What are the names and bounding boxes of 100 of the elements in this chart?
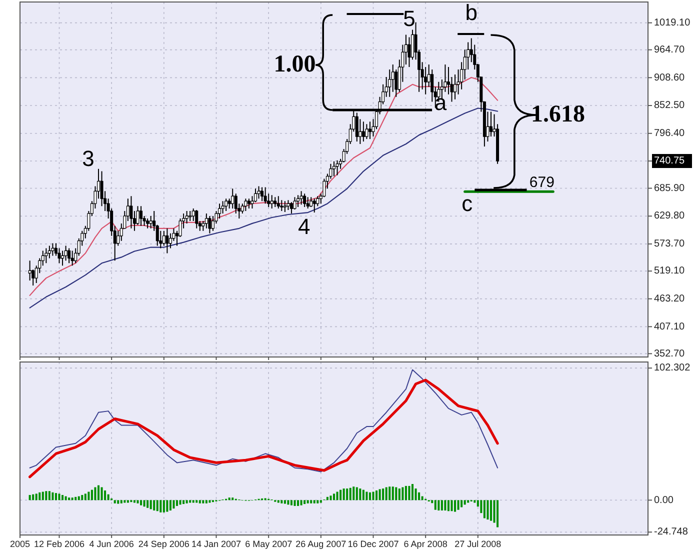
x-tick-label: 12 Feb 2006 bbox=[34, 539, 85, 549]
bar bbox=[42, 492, 44, 500]
bar bbox=[146, 500, 149, 508]
bar bbox=[232, 498, 234, 500]
bar bbox=[280, 500, 283, 504]
bar bbox=[330, 496, 332, 500]
bar bbox=[68, 498, 70, 500]
candlestick bbox=[224, 198, 228, 212]
candlestick bbox=[336, 160, 339, 176]
bar bbox=[467, 500, 470, 503]
bar bbox=[176, 500, 178, 506]
y-tick-label: 629.80 bbox=[654, 210, 686, 222]
candlestick bbox=[312, 198, 316, 214]
candlestick bbox=[454, 74, 457, 100]
bar bbox=[78, 496, 80, 500]
candlestick bbox=[408, 36, 411, 68]
bar bbox=[388, 486, 391, 500]
annotation: 1.618 bbox=[531, 102, 586, 128]
bar bbox=[35, 494, 38, 500]
bar bbox=[342, 488, 345, 500]
x-tick-label: 6 Apr 2008 bbox=[404, 539, 448, 549]
bar bbox=[140, 500, 142, 506]
candlestick bbox=[244, 198, 248, 212]
candlestick bbox=[296, 194, 300, 208]
candlestick bbox=[68, 248, 71, 264]
bar bbox=[297, 500, 300, 506]
bar bbox=[332, 494, 336, 500]
x-tick-label: 2005 bbox=[10, 539, 30, 549]
candlestick bbox=[358, 118, 362, 144]
candlestick bbox=[58, 248, 61, 264]
candlestick bbox=[166, 228, 169, 254]
bar bbox=[450, 500, 453, 512]
bar bbox=[192, 500, 194, 503]
y-tick-label: 463.20 bbox=[654, 293, 686, 304]
bar bbox=[434, 500, 436, 510]
bar bbox=[392, 486, 394, 500]
bar bbox=[156, 500, 158, 512]
candlestick bbox=[290, 202, 293, 214]
bar bbox=[133, 500, 136, 503]
bar bbox=[486, 500, 489, 520]
bar bbox=[457, 500, 460, 510]
line-series bbox=[29, 76, 498, 296]
y-tick-label: 1019.10 bbox=[654, 17, 691, 28]
bar bbox=[336, 492, 338, 500]
bar bbox=[382, 488, 384, 500]
y-tick-label: 0.00 bbox=[654, 494, 674, 506]
y-tick-label: -24.748 bbox=[654, 526, 688, 538]
candlestick bbox=[162, 230, 166, 246]
bar bbox=[376, 490, 378, 500]
bar bbox=[313, 500, 316, 504]
candlestick bbox=[303, 193, 306, 208]
candlestick bbox=[204, 213, 208, 229]
bar bbox=[28, 494, 31, 500]
bar bbox=[395, 487, 398, 500]
bar bbox=[189, 500, 192, 503]
bar bbox=[136, 500, 139, 504]
candlestick bbox=[306, 196, 310, 210]
bar bbox=[45, 491, 48, 500]
candlestick bbox=[362, 121, 365, 142]
bar bbox=[124, 500, 126, 503]
candlestick bbox=[149, 215, 152, 229]
bar bbox=[107, 494, 110, 500]
candlestick bbox=[130, 196, 133, 229]
bar bbox=[496, 500, 499, 528]
bar bbox=[54, 493, 57, 500]
bar bbox=[48, 491, 50, 500]
x-tick-label: 16 Dec 2007 bbox=[348, 539, 399, 549]
y-tick-label: 852.50 bbox=[654, 100, 686, 112]
candlestick bbox=[283, 200, 286, 213]
bar bbox=[182, 500, 185, 504]
bar bbox=[349, 488, 352, 500]
annotation: 1.00 bbox=[274, 52, 316, 78]
candlestick bbox=[192, 208, 195, 222]
candlestick bbox=[280, 200, 284, 212]
bar bbox=[444, 500, 446, 510]
candlestick bbox=[64, 245, 68, 262]
bar bbox=[378, 489, 381, 500]
x-tick-label: 26 Aug 2007 bbox=[296, 539, 346, 549]
candlestick bbox=[332, 160, 336, 177]
candlestick bbox=[228, 198, 231, 210]
candlestick bbox=[231, 188, 234, 210]
bar bbox=[32, 494, 34, 500]
candlestick bbox=[247, 198, 250, 210]
bar bbox=[490, 500, 492, 521]
candlestick bbox=[100, 170, 104, 207]
y-tick-label: 573.70 bbox=[654, 238, 686, 250]
candlestick bbox=[300, 190, 303, 206]
bar bbox=[202, 500, 204, 504]
bar bbox=[362, 490, 364, 500]
bar bbox=[404, 486, 407, 500]
bar bbox=[150, 500, 152, 510]
bar bbox=[346, 488, 348, 500]
candlestick bbox=[221, 200, 224, 214]
bar bbox=[474, 500, 476, 503]
candlestick bbox=[195, 210, 198, 229]
candlestick bbox=[188, 210, 192, 222]
bar bbox=[460, 500, 463, 508]
bar bbox=[205, 500, 208, 504]
bar bbox=[88, 492, 90, 500]
bar bbox=[464, 500, 466, 505]
